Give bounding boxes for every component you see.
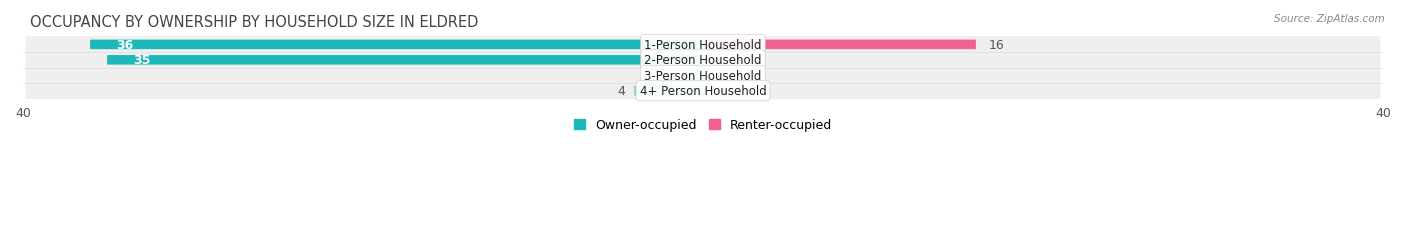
FancyBboxPatch shape	[107, 56, 704, 65]
Text: 1-Person Household: 1-Person Household	[644, 39, 762, 52]
Text: OCCUPANCY BY OWNERSHIP BY HOUSEHOLD SIZE IN ELDRED: OCCUPANCY BY OWNERSHIP BY HOUSEHOLD SIZE…	[30, 15, 478, 30]
Text: 3-Person Household: 3-Person Household	[644, 70, 762, 82]
FancyBboxPatch shape	[25, 37, 1381, 54]
Text: Source: ZipAtlas.com: Source: ZipAtlas.com	[1274, 14, 1385, 24]
FancyBboxPatch shape	[702, 40, 976, 50]
Text: 0: 0	[717, 70, 724, 82]
FancyBboxPatch shape	[685, 71, 704, 81]
FancyBboxPatch shape	[25, 52, 1381, 69]
Text: 4: 4	[617, 85, 624, 98]
Text: 0: 0	[717, 85, 724, 98]
Text: 35: 35	[134, 54, 150, 67]
FancyBboxPatch shape	[25, 83, 1381, 100]
Text: 2-Person Household: 2-Person Household	[644, 54, 762, 67]
FancyBboxPatch shape	[702, 56, 721, 65]
FancyBboxPatch shape	[25, 68, 1381, 84]
Legend: Owner-occupied, Renter-occupied: Owner-occupied, Renter-occupied	[574, 119, 832, 131]
Text: 16: 16	[988, 39, 1004, 52]
Text: 4+ Person Household: 4+ Person Household	[640, 85, 766, 98]
Text: 36: 36	[117, 39, 134, 52]
Text: 1: 1	[668, 70, 676, 82]
Text: 1: 1	[734, 54, 741, 67]
FancyBboxPatch shape	[634, 87, 704, 96]
FancyBboxPatch shape	[90, 40, 704, 50]
